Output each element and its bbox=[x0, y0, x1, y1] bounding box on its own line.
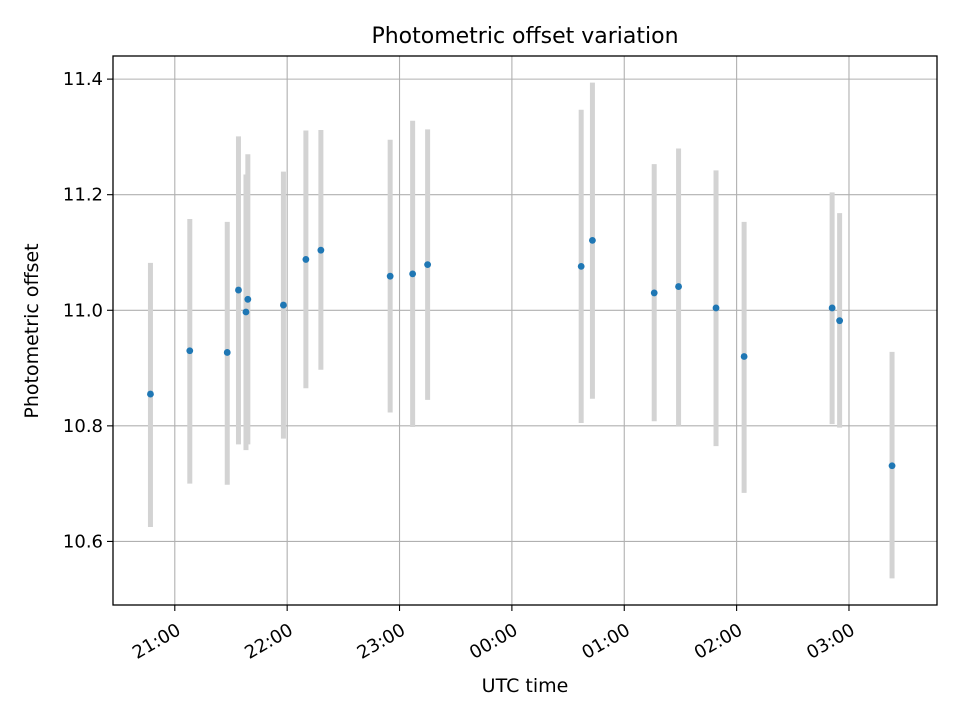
data-point bbox=[577, 262, 585, 270]
data-point bbox=[186, 347, 194, 355]
plot-frame bbox=[112, 55, 938, 606]
data-point bbox=[280, 301, 287, 309]
x-axis-label: UTC time bbox=[482, 675, 569, 697]
data-point bbox=[650, 289, 658, 297]
data-points bbox=[147, 236, 896, 470]
data-point bbox=[386, 272, 394, 280]
y-axis-label: Photometric offset bbox=[21, 243, 43, 418]
x-tick-label: 22:00 bbox=[241, 620, 296, 664]
y-axis-ticks: 10.6 10.8 11.0 11.2 11.4 bbox=[63, 69, 113, 552]
x-tick-label: 02:00 bbox=[691, 620, 746, 664]
y-tick-label: 11.4 bbox=[63, 69, 103, 90]
data-point bbox=[242, 308, 250, 316]
y-tick-label: 10.6 bbox=[63, 531, 103, 552]
data-point bbox=[409, 270, 417, 278]
data-point bbox=[712, 304, 720, 312]
data-point bbox=[235, 286, 242, 294]
data-point bbox=[888, 462, 896, 470]
x-tick-label: 03:00 bbox=[803, 620, 858, 664]
data-point bbox=[589, 236, 596, 244]
data-point bbox=[223, 349, 231, 356]
data-point bbox=[740, 353, 748, 360]
data-point bbox=[244, 295, 252, 303]
data-point bbox=[302, 256, 310, 263]
x-axis-ticks: 21:00 22:00 23:00 00:00 01:00 02:00 03:00 bbox=[129, 605, 859, 664]
data-point bbox=[828, 304, 836, 312]
data-point bbox=[317, 246, 325, 254]
data-point bbox=[675, 283, 682, 290]
y-tick-label: 11.2 bbox=[63, 185, 103, 206]
chart-title: Photometric offset variation bbox=[371, 24, 678, 49]
data-point bbox=[424, 261, 432, 269]
y-tick-label: 11.0 bbox=[63, 300, 103, 321]
data-point bbox=[836, 317, 844, 325]
x-tick-label: 01:00 bbox=[578, 620, 633, 664]
error-bars bbox=[147, 82, 895, 579]
x-tick-label: 23:00 bbox=[354, 620, 409, 664]
x-tick-label: 21:00 bbox=[129, 620, 184, 664]
x-tick-label: 00:00 bbox=[466, 620, 521, 664]
data-point bbox=[147, 390, 154, 398]
y-tick-label: 10.8 bbox=[63, 416, 103, 437]
